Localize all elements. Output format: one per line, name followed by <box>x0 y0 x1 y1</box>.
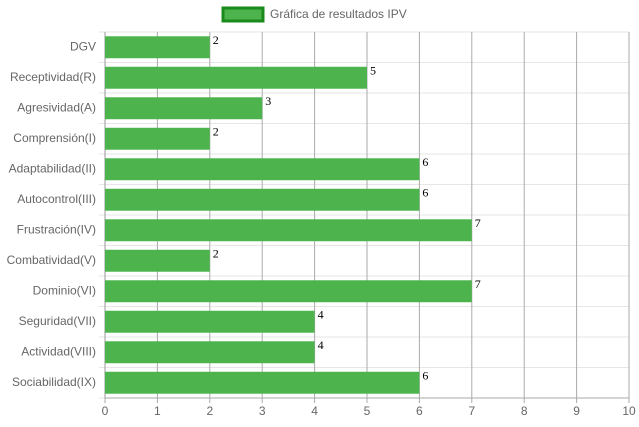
bar <box>105 249 210 272</box>
y-tick-label: Comprensión(I) <box>13 131 96 145</box>
value-label: 4 <box>318 338 324 352</box>
bar <box>105 219 472 242</box>
x-tick-label: 5 <box>364 404 371 418</box>
value-label: 2 <box>213 125 219 139</box>
y-tick-label: Autocontrol(III) <box>17 192 96 206</box>
bar <box>105 371 420 394</box>
x-tick-label: 2 <box>206 404 213 418</box>
value-label: 5 <box>370 64 376 78</box>
bar <box>105 158 420 181</box>
bar <box>105 280 472 303</box>
x-tick-label: 6 <box>416 404 423 418</box>
bar <box>105 310 315 333</box>
x-tick-label: 9 <box>573 404 580 418</box>
value-label: 6 <box>422 186 428 200</box>
legend-label: Gráfica de resultados IPV <box>270 7 407 21</box>
bar <box>105 341 315 364</box>
y-tick-label: Adaptabilidad(II) <box>9 161 96 175</box>
x-tick-label: 1 <box>154 404 161 418</box>
y-tick-label: Actividad(VIII) <box>21 344 96 358</box>
value-label: 2 <box>213 247 219 261</box>
bar <box>105 127 210 150</box>
value-label: 7 <box>475 277 481 291</box>
x-tick-label: 3 <box>259 404 266 418</box>
x-tick-label: 0 <box>102 404 109 418</box>
value-label: 3 <box>265 94 271 108</box>
value-label: 4 <box>318 308 324 322</box>
bar <box>105 188 420 211</box>
y-tick-label: Receptividad(R) <box>10 70 96 84</box>
value-label: 6 <box>422 155 428 169</box>
y-tick-label: Agresividad(A) <box>17 100 96 114</box>
y-tick-label: Combatividad(V) <box>7 253 96 267</box>
x-tick-label: 10 <box>622 404 636 418</box>
value-label: 7 <box>475 216 481 230</box>
value-label: 2 <box>213 33 219 47</box>
legend-swatch <box>221 6 265 23</box>
y-tick-label: Dominio(VI) <box>33 283 96 297</box>
y-tick-label: Frustración(IV) <box>17 222 96 236</box>
x-tick-label: 8 <box>521 404 528 418</box>
value-label: 6 <box>422 369 428 383</box>
y-tick-label: DGV <box>70 39 96 53</box>
y-tick-label: Sociabilidad(IX) <box>12 375 96 389</box>
y-tick-label: Seguridad(VII) <box>19 314 96 328</box>
bar <box>105 36 210 59</box>
bar <box>105 66 367 89</box>
x-tick-label: 7 <box>468 404 475 418</box>
bar <box>105 97 263 120</box>
x-tick-label: 4 <box>311 404 318 418</box>
